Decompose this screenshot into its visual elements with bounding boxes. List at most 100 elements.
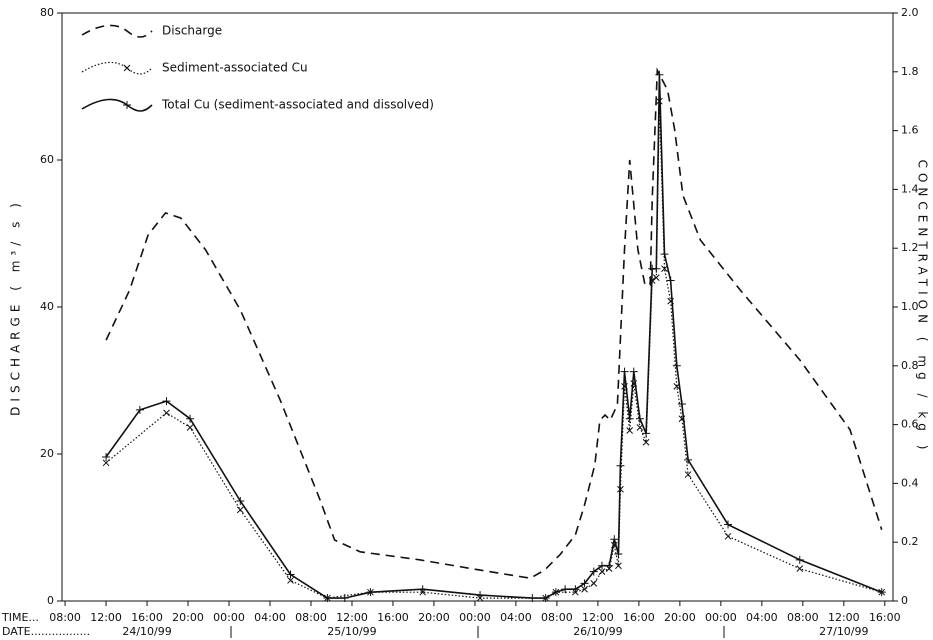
point-marker (655, 70, 664, 79)
series-line (105, 101, 882, 599)
x-tick-label: 12:00 (828, 611, 860, 624)
point-marker (287, 577, 294, 584)
y-tick-label: 80 (40, 6, 54, 19)
y2-tick-label: 1.8 (901, 65, 919, 78)
legend-sample (81, 61, 153, 75)
point-marker (186, 414, 195, 423)
x-tick-label: 00:00 (213, 611, 245, 624)
x-tick-label: 00:00 (459, 611, 491, 624)
y2-tick-label: 1.6 (901, 124, 919, 137)
x-tick-label: 12:00 (90, 611, 122, 624)
point-marker (163, 409, 170, 417)
point-marker (724, 520, 733, 529)
y2-tick-label: 1.4 (901, 182, 919, 195)
series-line (105, 74, 882, 599)
y-axis-title: DISCHARGE ( m³/ s ) (9, 198, 23, 416)
point-marker (652, 264, 661, 273)
point-marker (135, 405, 144, 414)
point-marker (597, 561, 606, 570)
date-label: DATE................. (2, 625, 90, 638)
point-marker (186, 424, 194, 431)
point-marker (605, 561, 614, 570)
x-tick-label: 04:00 (254, 611, 286, 624)
point-marker (561, 585, 570, 594)
legend-marker (123, 64, 131, 72)
x-tick-label: 08:00 (295, 611, 327, 624)
y2-tick-label: 2.0 (901, 6, 919, 19)
point-marker (652, 274, 660, 281)
x-tick-label: 08:00 (541, 611, 573, 624)
x-tick-label: 04:00 (746, 611, 778, 624)
x-tick-label: 16:00 (869, 611, 901, 624)
time-label: TIME... (1, 611, 39, 624)
legend-label: Sediment-associated Cu (162, 61, 308, 75)
y2-tick-label: 0.2 (901, 535, 919, 548)
point-marker (571, 585, 580, 594)
point-marker (616, 461, 625, 470)
date-tick-label: 25/10/99 (327, 625, 376, 638)
point-marker (660, 250, 669, 259)
point-marker (684, 471, 692, 478)
x-tick-label: 16:00 (623, 611, 655, 624)
point-marker (635, 414, 644, 423)
legend-label: Discharge (162, 24, 222, 38)
point-marker (236, 497, 245, 506)
y2-tick-label: 0.4 (901, 476, 919, 489)
point-marker (661, 265, 668, 273)
x-tick-label: 08:00 (787, 611, 819, 624)
y2-tick-label: 1.2 (901, 241, 919, 254)
point-marker (598, 568, 606, 575)
point-marker (614, 549, 623, 558)
y-tick-label: 60 (40, 153, 54, 166)
date-tick-label: 27/10/99 (819, 625, 868, 638)
x-tick-label: 12:00 (582, 611, 614, 624)
date-tick-label: 24/10/99 (122, 625, 171, 638)
x-tick-label: 20:00 (664, 611, 696, 624)
point-marker (580, 579, 589, 588)
y-tick-label: 20 (40, 447, 54, 460)
date-tick-label: 26/10/99 (573, 625, 622, 638)
point-marker (541, 594, 550, 603)
point-marker (796, 565, 804, 573)
point-marker (629, 367, 638, 376)
y2-tick-label: 1.0 (901, 300, 919, 313)
point-marker (581, 585, 588, 593)
x-tick-label: 04:00 (500, 611, 532, 624)
point-marker (366, 588, 375, 597)
point-marker (625, 414, 634, 423)
point-marker (102, 452, 111, 461)
x-tick-label: 00:00 (705, 611, 737, 624)
point-marker (642, 438, 650, 446)
y2-tick-label: 0 (901, 594, 908, 607)
point-marker (590, 580, 598, 587)
y2-tick-label: 0.8 (901, 359, 919, 372)
point-marker (642, 429, 651, 438)
x-tick-label: 12:00 (336, 611, 368, 624)
point-marker (677, 400, 686, 409)
y-tick-label: 0 (47, 594, 54, 607)
point-marker (684, 455, 693, 464)
series-line (105, 67, 883, 580)
point-marker (672, 361, 681, 370)
point-marker (340, 594, 349, 603)
x-tick-label: 20:00 (172, 611, 204, 624)
point-marker (666, 276, 675, 285)
y-tick-label: 40 (40, 300, 54, 313)
point-marker (877, 588, 886, 597)
point-marker (162, 397, 171, 406)
x-tick-label: 16:00 (131, 611, 163, 624)
point-marker (476, 591, 485, 600)
y2-axis-title: CONCENTRATION ( mg / kg ) (916, 160, 930, 455)
point-marker (626, 427, 634, 434)
point-marker (323, 594, 332, 603)
point-marker (610, 535, 619, 544)
x-tick-label: 16:00 (377, 611, 409, 624)
point-marker (620, 367, 629, 376)
legend-sample (81, 24, 153, 38)
legend-sample (81, 98, 153, 112)
point-marker (286, 570, 295, 579)
point-marker (551, 588, 560, 597)
legend-marker (123, 101, 131, 109)
point-marker (102, 459, 110, 467)
